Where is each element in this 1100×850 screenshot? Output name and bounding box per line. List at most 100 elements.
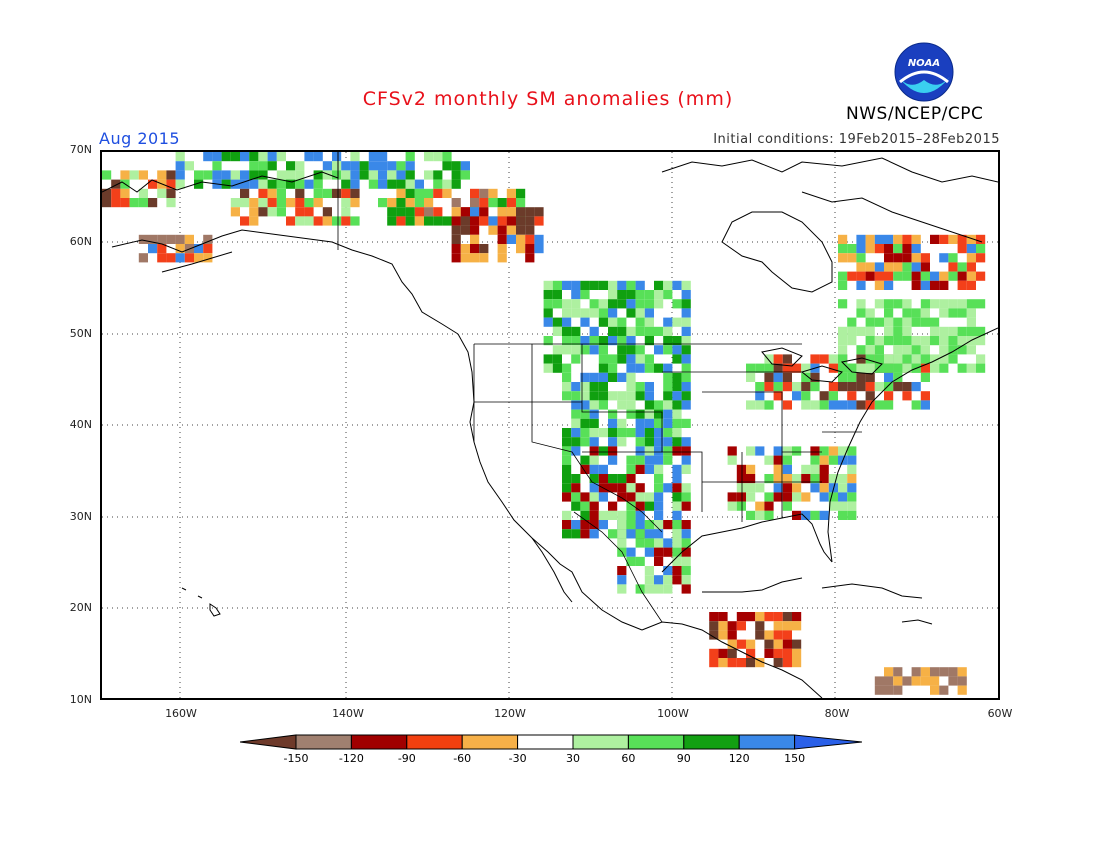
anomaly-cell: [782, 382, 792, 392]
anomaly-cell: [341, 188, 351, 198]
anomaly-cell: [663, 455, 673, 465]
anomaly-cell: [470, 253, 480, 263]
anomaly-cell: [460, 161, 470, 171]
anomaly-cell: [580, 372, 590, 382]
anomaly-cell: [755, 501, 765, 511]
anomaly-cell: [709, 648, 719, 658]
anomaly-cell: [663, 409, 673, 419]
anomaly-cell: [976, 326, 986, 336]
anomaly-cell: [948, 308, 958, 318]
anomaly-cell: [424, 152, 434, 162]
anomaly-cell: [681, 501, 691, 511]
anomaly-cell: [562, 299, 572, 309]
anomaly-cell: [396, 207, 406, 217]
anomaly-cell: [672, 345, 682, 355]
anomaly-cell: [681, 584, 691, 594]
anomaly-cell: [608, 280, 618, 290]
anomaly-cell: [727, 455, 737, 465]
anomaly-cell: [874, 262, 884, 272]
anomaly-cell: [203, 152, 213, 162]
anomaly-cell: [644, 382, 654, 392]
anomaly-cell: [930, 354, 940, 364]
anomaly-cell: [902, 345, 912, 355]
anomaly-cell: [782, 621, 792, 631]
anomaly-cell: [755, 510, 765, 520]
anomaly-cell: [405, 179, 415, 189]
anomaly-cell: [874, 336, 884, 346]
anomaly-cell: [571, 437, 581, 447]
anomaly-cell: [672, 474, 682, 484]
colorbar-tick-label: 60: [621, 752, 636, 765]
anomaly-cell: [230, 179, 240, 189]
anomaly-cell: [847, 372, 857, 382]
anomaly-cell: [930, 667, 940, 677]
anomaly-cell: [773, 483, 783, 493]
anomaly-cell: [838, 446, 848, 456]
anomaly-cell: [571, 418, 581, 428]
anomaly-cell: [672, 372, 682, 382]
anomaly-cell: [865, 363, 875, 373]
anomaly-cell: [957, 280, 967, 290]
colorbar-swatch: [683, 734, 740, 750]
anomaly-cell: [608, 437, 618, 447]
anomaly-cell: [755, 391, 765, 401]
anomaly-cell: [598, 317, 608, 327]
anomaly-cell: [920, 676, 930, 686]
anomaly-cell: [617, 483, 627, 493]
anomaly-cell: [902, 363, 912, 373]
anomaly-cell: [617, 317, 627, 327]
anomaly-cell: [562, 345, 572, 355]
anomaly-cell: [672, 547, 682, 557]
anomaly-cell: [368, 170, 378, 180]
colorbar-swatch: [461, 734, 519, 750]
anomaly-cell: [571, 391, 581, 401]
anomaly-cell: [782, 354, 792, 364]
anomaly-cell: [102, 188, 112, 198]
anomaly-cell: [580, 437, 590, 447]
anomaly-cell: [893, 382, 903, 392]
anomaly-cell: [460, 225, 470, 235]
anomaly-cell: [635, 391, 645, 401]
anomaly-cell: [304, 152, 314, 162]
anomaly-cell: [166, 234, 176, 244]
anomaly-cell: [746, 372, 756, 382]
anomaly-cell: [580, 317, 590, 327]
anomaly-cell: [635, 326, 645, 336]
anomaly-cell: [736, 483, 746, 493]
anomaly-cell: [957, 363, 967, 373]
anomaly-cell: [856, 299, 866, 309]
anomaly-cell: [644, 492, 654, 502]
anomaly-cell: [865, 336, 875, 346]
anomaly-cell: [663, 345, 673, 355]
anomaly-cell: [957, 336, 967, 346]
anomaly-cell: [525, 216, 535, 226]
anomaly-cell: [589, 372, 599, 382]
anomaly-cell: [856, 400, 866, 410]
anomaly-cell: [681, 317, 691, 327]
anomaly-cell: [543, 280, 553, 290]
anomaly-cell: [571, 308, 581, 318]
colorbar-tick-label: 120: [728, 752, 750, 765]
anomaly-cell: [828, 474, 838, 484]
anomaly-cell: [571, 400, 581, 410]
anomaly-cell: [773, 455, 783, 465]
anomaly-cell: [332, 170, 342, 180]
anomaly-cell: [534, 216, 544, 226]
anomaly-cell: [727, 630, 737, 640]
anomaly-cell: [175, 161, 185, 171]
anomaly-cell: [175, 179, 185, 189]
anomaly-cell: [727, 648, 737, 658]
anomaly-cell: [460, 244, 470, 254]
anomaly-cell: [129, 170, 139, 180]
anomaly-cell: [304, 216, 314, 226]
anomaly-cell: [884, 317, 894, 327]
anomaly-cell: [332, 216, 342, 226]
anomaly-cell: [387, 179, 397, 189]
anomaly-cell: [571, 409, 581, 419]
anomaly-cell: [562, 492, 572, 502]
anomaly-cell: [120, 170, 130, 180]
map-panel: [100, 150, 1000, 700]
anomaly-cell: [865, 372, 875, 382]
anomaly-cell: [608, 446, 618, 456]
anomaly-cell: [930, 271, 940, 281]
